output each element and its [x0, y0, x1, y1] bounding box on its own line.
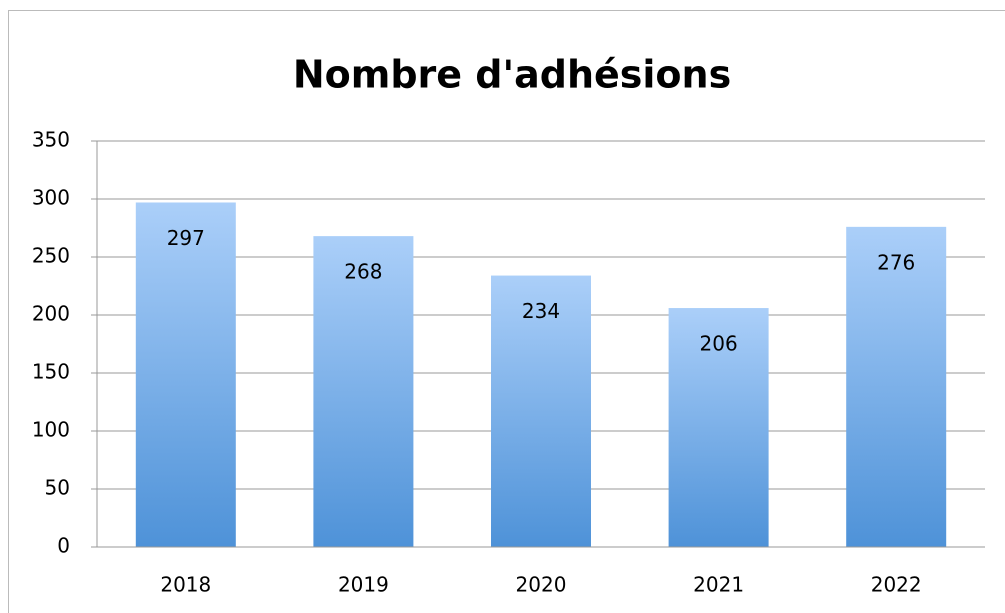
y-tick-label: 300 — [32, 186, 70, 210]
data-label: 234 — [522, 299, 560, 323]
y-tick-label: 100 — [32, 418, 70, 442]
bar — [313, 236, 414, 547]
y-tick-label: 50 — [45, 476, 70, 500]
data-label: 206 — [700, 332, 738, 356]
y-tick-label: 200 — [32, 302, 70, 326]
y-tick-label: 0 — [57, 534, 70, 558]
x-tick-label: 2018 — [160, 573, 211, 597]
bar — [668, 308, 769, 547]
chart-title: Nombre d'adhésions — [293, 53, 731, 97]
bar — [491, 275, 591, 547]
y-tick-label: 250 — [32, 244, 70, 268]
x-tick-label: 2022 — [871, 573, 922, 597]
y-tick-label: 350 — [32, 128, 70, 152]
bar — [846, 226, 947, 547]
data-label: 297 — [167, 226, 205, 250]
x-tick-label: 2021 — [693, 573, 744, 597]
bar — [135, 202, 236, 548]
y-tick-label: 150 — [32, 360, 70, 384]
data-label: 268 — [344, 260, 382, 284]
x-tick-label: 2019 — [338, 573, 389, 597]
data-label: 276 — [877, 250, 915, 274]
x-tick-label: 2020 — [516, 573, 567, 597]
